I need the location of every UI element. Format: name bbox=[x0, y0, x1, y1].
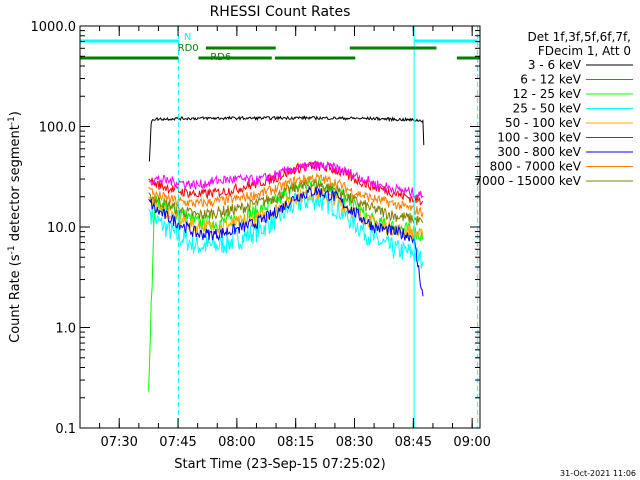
x-tick-label: 08:15 bbox=[277, 435, 314, 450]
y-tick-label: 1000.0 bbox=[31, 20, 77, 35]
y-axis-label-mid: detector segment bbox=[8, 125, 23, 245]
x-tick-label: 08:30 bbox=[336, 435, 373, 450]
legend-header-line-2: FDecim 1, Att 0 bbox=[538, 44, 631, 58]
legend-entry-label: 3 - 6 keV bbox=[528, 58, 582, 72]
vertical-lines bbox=[79, 26, 479, 428]
y-tick-label: 100.0 bbox=[39, 121, 76, 136]
series-line-7 bbox=[148, 185, 424, 297]
x-tick-label: 07:45 bbox=[159, 435, 196, 450]
series-line-8 bbox=[148, 171, 424, 219]
legend-entry-label: 300 - 800 keV bbox=[497, 145, 581, 159]
series-layer bbox=[148, 115, 425, 392]
x-tick-label: 09:00 bbox=[453, 435, 490, 450]
legend-header-line-1: Det 1f,3f,5f,6f,7f, bbox=[527, 30, 631, 44]
y-axis-label: Count Rate (s-1 detector segment-1) bbox=[7, 111, 23, 343]
series-line-2 bbox=[148, 160, 424, 199]
y-tick-label: 0.1 bbox=[55, 422, 76, 437]
legend-entry-label: 6 - 12 keV bbox=[520, 73, 582, 87]
legend-entry-label: 25 - 50 keV bbox=[513, 102, 582, 116]
y-axis-label-main: Count Rate (s bbox=[8, 254, 23, 343]
flag-bar-label: RD6 bbox=[210, 52, 231, 63]
timestamp: 31-Oct-2021 11:06 bbox=[560, 469, 636, 478]
axes: 1000.0 100.0 10.0 1.0 0.1 07:30 07:45 08:00 08:1… bbox=[31, 20, 491, 450]
y-axis-label-close: ) bbox=[8, 111, 23, 116]
legend-entry-label: 12 - 25 keV bbox=[513, 87, 582, 101]
x-tick-label: 08:45 bbox=[395, 435, 432, 450]
legend-entry-label: 7000 - 15000 keV bbox=[474, 174, 581, 188]
legend: Det 1f,3f,5f,6f,7f, FDecim 1, Att 0 3 - … bbox=[474, 30, 633, 188]
y-axis-label-sup2: -1 bbox=[7, 116, 17, 125]
series-line-9 bbox=[148, 179, 424, 226]
legend-entry-label: 800 - 7000 keV bbox=[490, 160, 582, 174]
legend-entry-label: 100 - 300 keV bbox=[497, 131, 581, 145]
x-axis-label: Start Time (23-Sep-15 07:25:02) bbox=[174, 457, 385, 472]
flag-bar-label: RD0 bbox=[178, 43, 199, 54]
legend-entry-label: 50 - 100 keV bbox=[505, 116, 582, 130]
x-tick-label: 07:30 bbox=[100, 435, 137, 450]
plot-frame bbox=[79, 25, 481, 429]
y-axis-label-sup: -1 bbox=[7, 245, 17, 254]
y-tick-label: 1.0 bbox=[55, 322, 76, 337]
series-line-1 bbox=[148, 115, 425, 162]
flag-bar-label: N bbox=[184, 32, 191, 43]
y-tick-label: 10.0 bbox=[47, 221, 76, 236]
chart-title: RHESSI Count Rates bbox=[210, 4, 351, 20]
x-tick-label: 08:00 bbox=[218, 435, 255, 450]
